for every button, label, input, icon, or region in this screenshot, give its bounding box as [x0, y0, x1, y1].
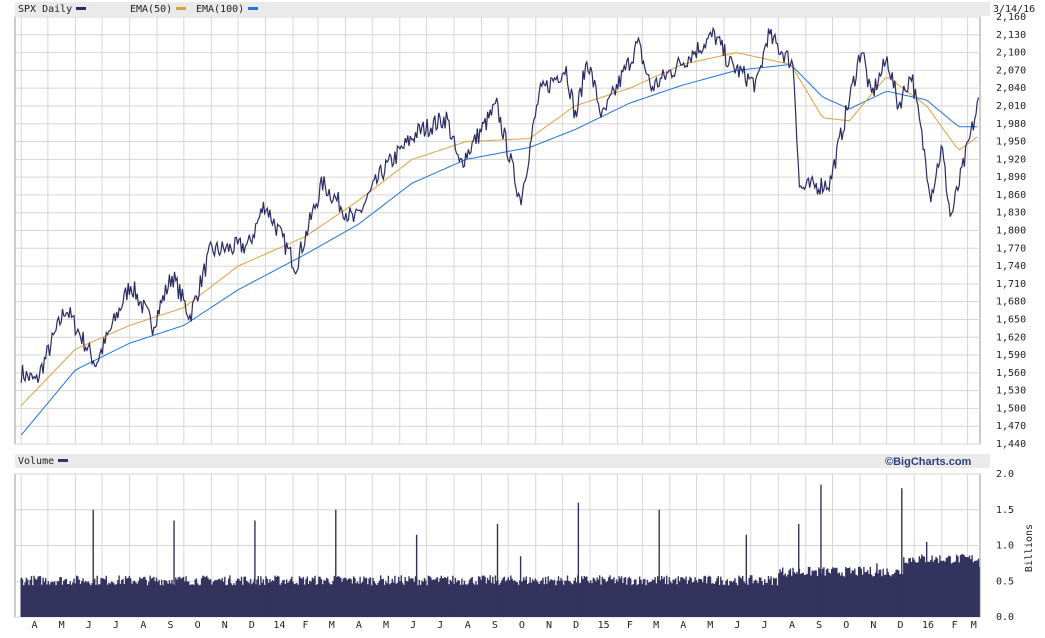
x-tick-label: M	[653, 620, 659, 631]
x-tick-label: J	[734, 620, 740, 631]
price-y-tick-label: 1,740	[996, 261, 1026, 272]
x-tick-label: 14	[273, 620, 285, 631]
x-axis: A M J J A S O N D 14 F M A M J J A S O N D 15 F M A M J J A S O N D 16 F M	[32, 620, 977, 631]
volume-y-tick-label: 0.5	[996, 576, 1014, 587]
x-tick-label: M	[59, 620, 65, 631]
price-y-tick-label: 1,680	[996, 297, 1026, 308]
price-y-tick-label: 1,890	[996, 172, 1026, 183]
x-tick-label: S	[167, 620, 173, 631]
x-tick-label: O	[519, 620, 525, 631]
x-tick-label: M	[971, 620, 977, 631]
price-series-label: SPX Daily	[18, 4, 72, 15]
x-tick-label: D	[249, 620, 255, 631]
x-tick-label: J	[410, 620, 416, 631]
volume-header-bar	[15, 454, 990, 468]
price-y-tick-label: 1,530	[996, 386, 1026, 397]
x-tick-label: A	[356, 620, 362, 631]
price-lines	[20, 26, 980, 436]
bigcharts-brand: ©BigCharts.com	[885, 456, 972, 468]
volume-y-label: Billions	[1024, 524, 1035, 572]
ema50-label: EMA(50)	[130, 4, 172, 15]
x-tick-label: F	[952, 620, 958, 631]
x-tick-label: N	[546, 620, 552, 631]
price-y-tick-label: 2,010	[996, 101, 1026, 112]
x-tick-label: J	[437, 620, 443, 631]
x-tick-label: J	[762, 620, 768, 631]
x-tick-label: N	[222, 620, 228, 631]
volume-y-tick-label: 1.0	[996, 541, 1014, 552]
x-tick-label: 15	[598, 620, 610, 631]
x-tick-label: 16	[922, 620, 934, 631]
volume-y-tick-label: 2.0	[996, 469, 1014, 480]
price-y-tick-label: 1,620	[996, 332, 1026, 343]
x-tick-label: J	[113, 620, 119, 631]
x-tick-label: M	[329, 620, 335, 631]
x-tick-label: D	[573, 620, 579, 631]
x-tick-label: A	[32, 620, 38, 631]
x-tick-label: F	[303, 620, 309, 631]
x-tick-label: A	[789, 620, 795, 631]
ema100-legend-swatch	[248, 7, 258, 10]
volume-y-axis: 0.0 0.5 1.0 1.5 2.0	[996, 469, 1014, 623]
price-y-tick-label: 1,920	[996, 154, 1026, 165]
x-tick-label: A	[680, 620, 686, 631]
price-y-tick-label: 2,070	[996, 65, 1026, 76]
x-tick-label: A	[140, 620, 146, 631]
chart-date: 3/14/16	[993, 4, 1035, 15]
price-y-tick-label: 1,710	[996, 279, 1026, 290]
series-line-spx-daily	[20, 26, 980, 383]
price-header-bar	[15, 2, 990, 16]
x-tick-label: J	[86, 620, 92, 631]
price-y-tick-label: 1,560	[996, 368, 1026, 379]
x-tick-label: F	[627, 620, 633, 631]
price-y-tick-label: 1,440	[996, 439, 1026, 450]
price-y-tick-label: 2,100	[996, 48, 1026, 59]
volume-y-tick-label: 0.0	[996, 612, 1014, 623]
volume-legend-swatch	[58, 459, 68, 462]
price-y-tick-label: 1,980	[996, 119, 1026, 130]
x-tick-label: O	[843, 620, 849, 631]
x-tick-label: D	[897, 620, 903, 631]
price-y-axis: 1,440 1,470 1,500 1,530 1,560 1,590 1,620 1,650…	[996, 12, 1026, 450]
x-tick-label: S	[816, 620, 822, 631]
series-line-ema-50-	[20, 52, 978, 406]
x-tick-label: A	[465, 620, 471, 631]
volume-series-label: Volume	[18, 456, 54, 467]
price-y-tick-label: 1,590	[996, 350, 1026, 361]
price-y-tick-label: 1,650	[996, 314, 1026, 325]
volume-bars	[20, 484, 980, 617]
price-y-tick-label: 1,800	[996, 226, 1026, 237]
series-line-ema-100-	[20, 64, 978, 436]
price-y-tick-label: 1,500	[996, 403, 1026, 414]
price-legend-swatch	[76, 7, 86, 10]
price-y-tick-label: 1,770	[996, 243, 1026, 254]
price-y-tick-label: 1,860	[996, 190, 1026, 201]
x-tick-label: N	[870, 620, 876, 631]
x-tick-label: M	[707, 620, 713, 631]
x-tick-label: O	[195, 620, 201, 631]
ema100-label: EMA(100)	[196, 4, 244, 15]
price-y-tick-label: 1,950	[996, 137, 1026, 148]
ema50-legend-swatch	[176, 7, 186, 10]
volume-y-tick-label: 1.5	[996, 505, 1014, 516]
price-y-tick-label: 2,040	[996, 83, 1026, 94]
price-y-tick-label: 1,830	[996, 208, 1026, 219]
x-tick-label: S	[492, 620, 498, 631]
price-grid	[15, 16, 980, 445]
price-y-tick-label: 1,470	[996, 421, 1026, 432]
x-tick-label: M	[383, 620, 389, 631]
price-y-tick-label: 2,130	[996, 30, 1026, 41]
price-y-tick-label: 2,160	[996, 12, 1026, 23]
